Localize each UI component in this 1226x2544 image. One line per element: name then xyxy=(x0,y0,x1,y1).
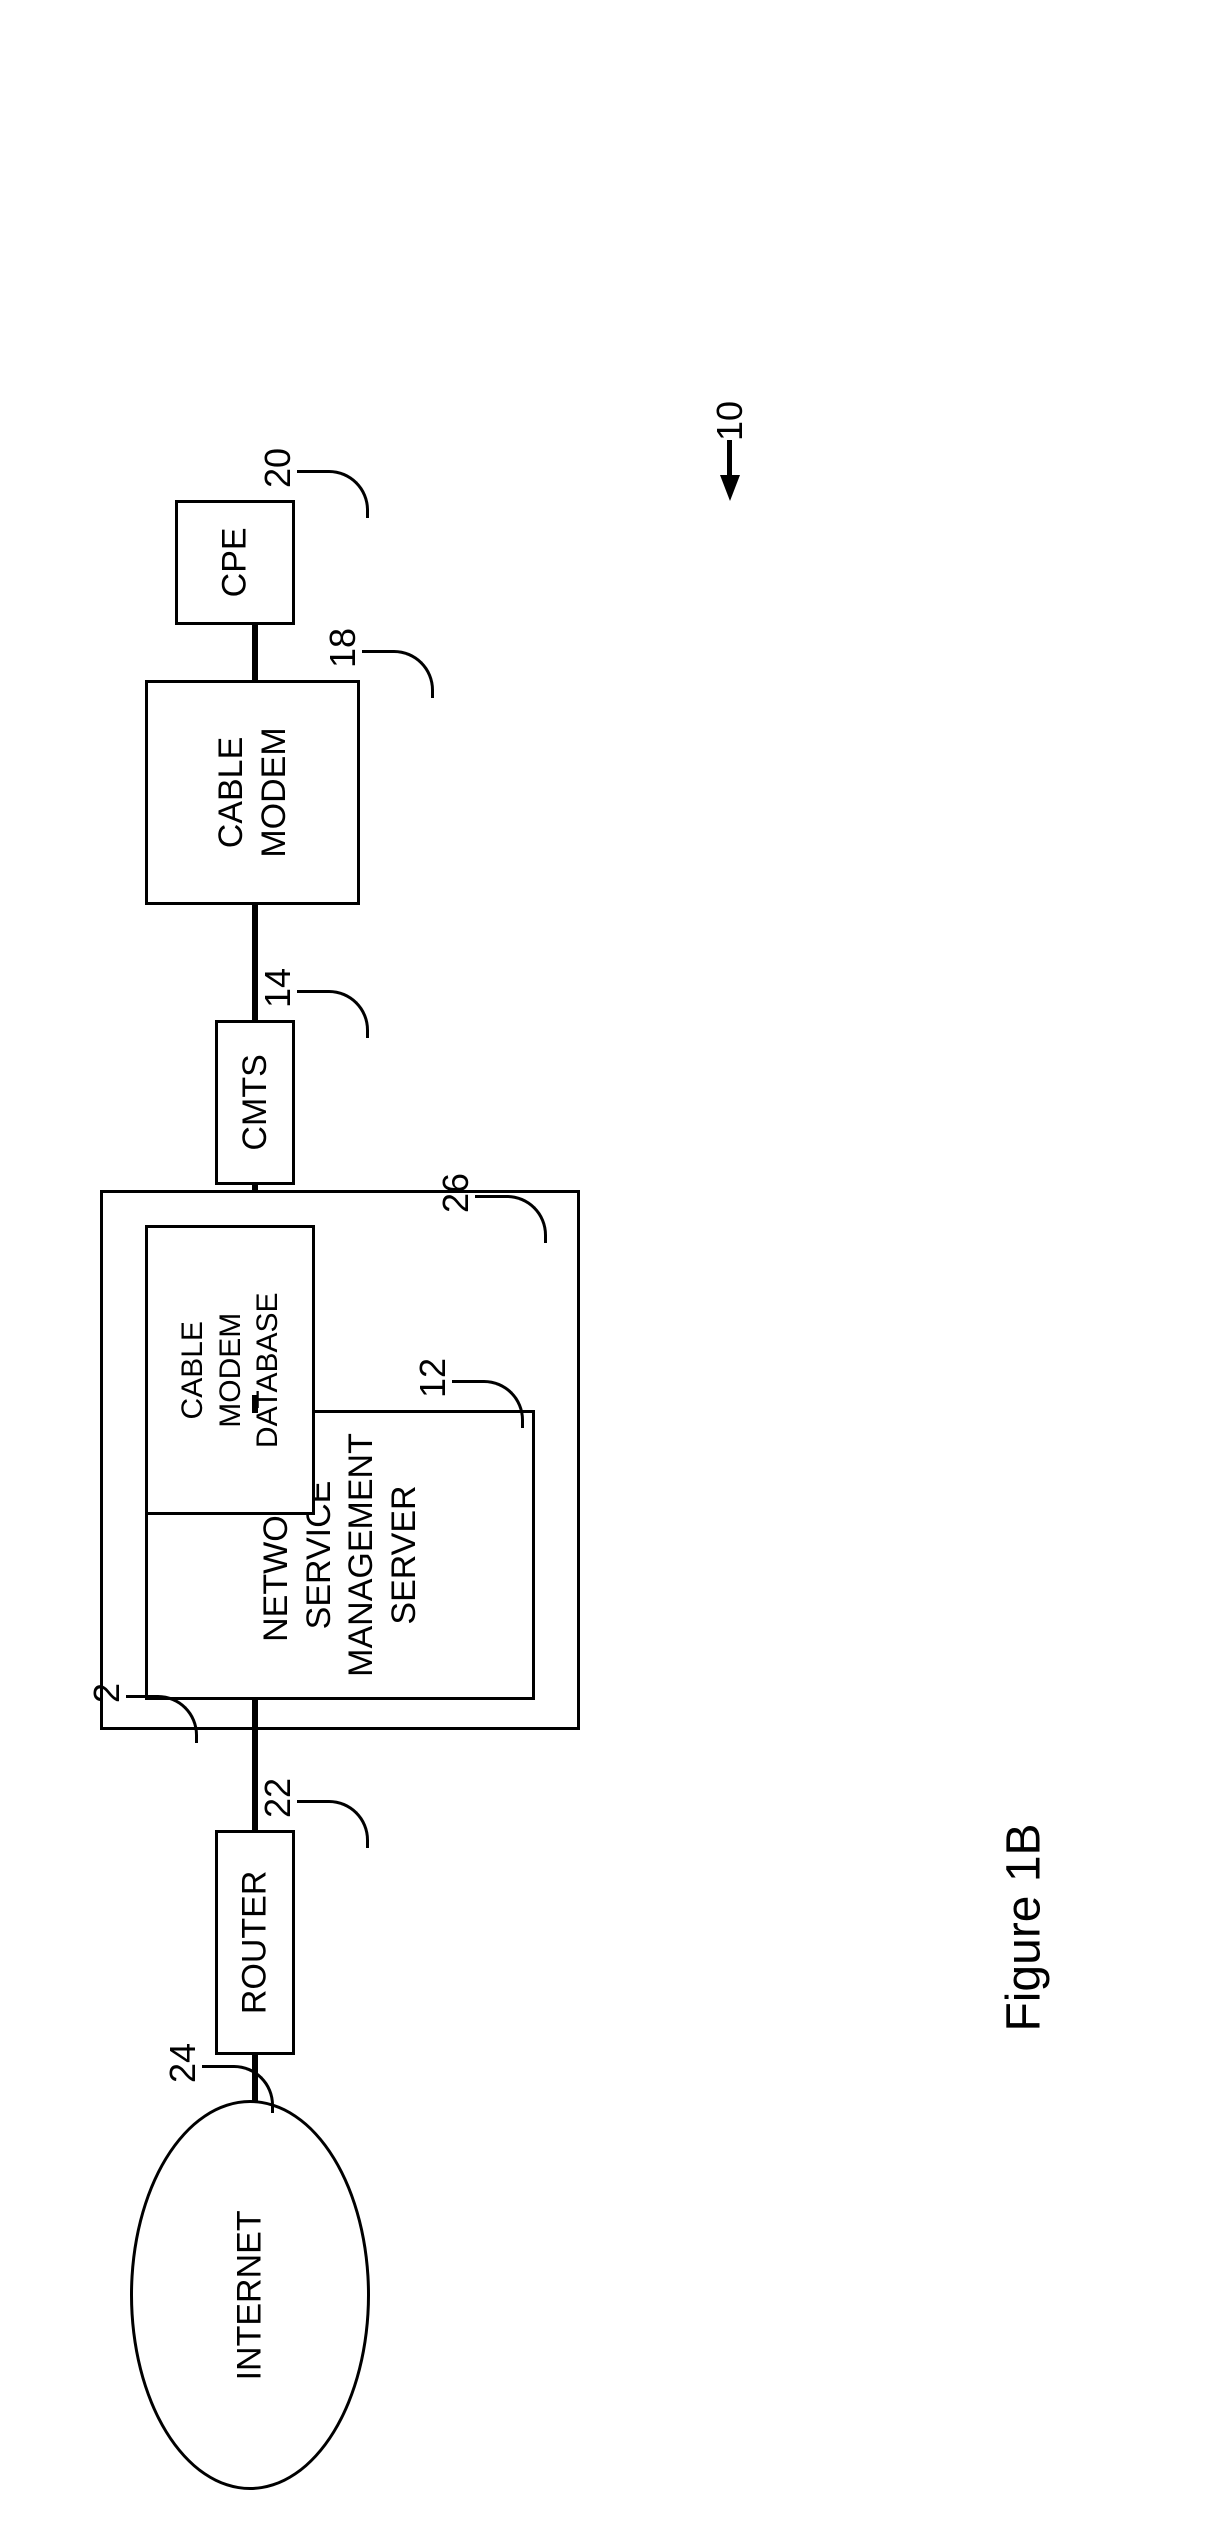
cmdb-text: CABLE MODEM DATABASE xyxy=(176,1292,284,1448)
ref-internet: 24 xyxy=(162,2043,204,2083)
ref-cpe: 20 xyxy=(257,448,299,488)
modem-text: CABLE MODEM xyxy=(212,727,293,857)
cable-modem-node: CABLE MODEM xyxy=(145,680,360,905)
router-node: ROUTER xyxy=(215,1830,295,2055)
diagram-canvas: INTERNET ROUTER NETWORK SERVICE MANAGEME… xyxy=(0,0,1226,2544)
ref-router: 22 xyxy=(257,1778,299,1818)
cmts-label: CMTS xyxy=(235,1054,276,1150)
system-arrow-shaft xyxy=(727,440,732,478)
cmts-node: CMTS xyxy=(215,1020,295,1185)
cable-modem-label: CABLE MODEM xyxy=(210,688,295,897)
internet-label: INTERNET xyxy=(230,2210,271,2380)
lead-modem xyxy=(362,650,434,698)
ref-cmts: 14 xyxy=(257,968,299,1008)
conn-nsm-cmdb xyxy=(252,1395,258,1413)
cmdb-node: CABLE MODEM DATABASE xyxy=(145,1225,315,1515)
figure-label: Figure 1B xyxy=(997,1823,1052,2031)
cpe-label: CPE xyxy=(215,528,256,598)
ref-system: 10 xyxy=(709,401,751,441)
router-label: ROUTER xyxy=(235,1871,276,2015)
conn-container-nsm xyxy=(252,1700,258,1733)
lead-router xyxy=(297,1800,369,1848)
conn-container-cmts xyxy=(252,1185,258,1193)
cpe-node: CPE xyxy=(175,500,295,625)
lead-internet xyxy=(202,2065,274,2113)
ref-cmdb: 26 xyxy=(435,1173,477,1213)
internet-node: INTERNET xyxy=(130,2100,370,2490)
cmdb-label: CABLE MODEM DATABASE xyxy=(174,1288,287,1452)
system-arrow-head xyxy=(720,475,740,501)
conn-modem-cpe xyxy=(252,625,258,683)
ref-nsm: 12 xyxy=(412,1358,454,1398)
ref-modem: 18 xyxy=(322,628,364,668)
lead-cmts xyxy=(297,990,369,1038)
ref-container: 2 xyxy=(86,1683,128,1703)
lead-cpe xyxy=(297,470,369,518)
